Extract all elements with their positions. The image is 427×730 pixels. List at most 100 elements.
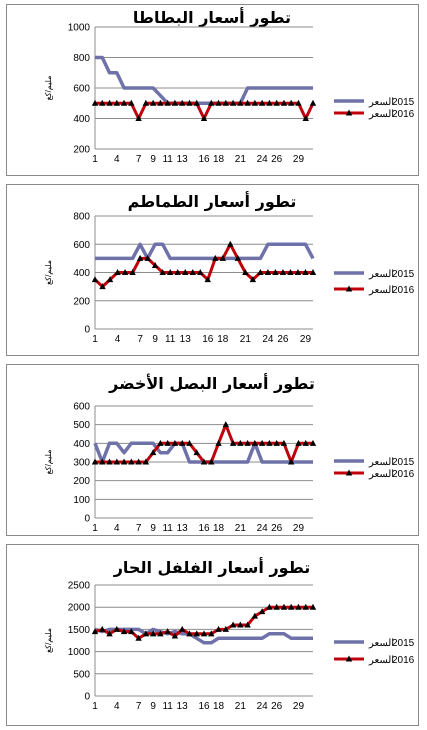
data-point-2016	[309, 99, 317, 106]
x-tick-label: 11	[162, 523, 173, 534]
y-tick-label: 600	[73, 402, 90, 413]
data-point-2016	[242, 269, 249, 275]
chart-svg-green-onion: تطور أسعار البصل الأخضر 0 100 200 300 400 500 6…	[44, 373, 415, 534]
legend-label-year: 2016	[392, 109, 415, 120]
data-point-2016	[229, 621, 237, 628]
data-point-2016	[222, 625, 229, 632]
y-axis-label: مليم/كغ	[44, 76, 53, 101]
data-point-2016	[120, 99, 128, 106]
data-point-2016	[120, 628, 128, 635]
data-point-2016	[91, 99, 99, 106]
y-tick-label: 1000	[68, 647, 91, 658]
x-tick-label: 7	[136, 701, 142, 712]
chart-title: تطور أسعار الطماطم	[128, 191, 297, 211]
data-point-2016	[149, 630, 157, 637]
data-point-2016	[200, 115, 208, 121]
x-tick-label: 26	[277, 334, 289, 345]
data-point-2016	[279, 269, 287, 275]
data-point-2016	[287, 269, 294, 275]
y-axis-label: مليم/كغ	[44, 260, 53, 285]
data-point-2016	[302, 115, 309, 121]
data-point-2016	[212, 254, 219, 261]
data-point-2016	[302, 439, 309, 446]
x-tick-label: 11	[165, 334, 176, 345]
data-point-2016	[113, 458, 120, 465]
data-point-2016	[142, 458, 150, 465]
data-point-2016	[91, 276, 99, 283]
data-point-2016	[164, 439, 171, 446]
chart-panel-potato: تطور أسعار البطاطا 200 400 600 800 1000 مليم/ك…	[6, 4, 419, 176]
x-tick-label: 26	[271, 523, 283, 534]
data-point-2016	[164, 99, 171, 106]
x-tick-label: 16	[198, 701, 210, 712]
data-point-2016	[128, 628, 135, 635]
data-point-2016	[193, 630, 200, 637]
data-point-2016	[229, 99, 237, 106]
legend-label-year: 2016	[392, 469, 415, 480]
legend-marker-2016	[345, 285, 353, 292]
y-tick-label: 200	[73, 296, 90, 307]
x-tick-label: 9	[150, 701, 156, 712]
data-point-2016	[151, 261, 159, 268]
data-point-2016	[237, 621, 244, 628]
y-tick-label: 600	[73, 240, 90, 251]
y-tick-label: 800	[73, 212, 90, 223]
data-point-2016	[215, 99, 222, 106]
data-point-2016	[280, 603, 288, 610]
x-tick-label: 21	[235, 523, 247, 534]
x-tick-label: 21	[235, 701, 247, 712]
data-point-2016	[215, 439, 222, 446]
y-tick-label: 500	[73, 669, 90, 680]
legend-label-text: السعر	[368, 269, 394, 280]
data-point-2016	[208, 630, 215, 637]
y-tick-label: 400	[73, 439, 90, 450]
data-point-2016	[309, 439, 317, 446]
legend-label-text: السعر	[368, 97, 394, 108]
x-tick-label: 29	[293, 701, 305, 712]
data-point-2016	[288, 458, 295, 465]
data-point-2016	[91, 458, 99, 465]
data-point-2016	[189, 269, 196, 275]
data-point-2016	[166, 269, 174, 275]
data-point-2016	[200, 458, 208, 465]
data-point-2016	[222, 421, 229, 428]
data-point-2016	[186, 439, 193, 446]
x-tick-label: 1	[92, 334, 98, 345]
data-point-2016	[114, 269, 121, 275]
data-point-2016	[309, 603, 317, 610]
y-tick-label: 1500	[68, 625, 91, 636]
chart-panel-hot-pepper: تطور أسعار الفلفل الحار 0 500 1000 1500 2000 2…	[6, 544, 419, 726]
data-point-2016	[251, 99, 259, 106]
series-line-2015	[95, 242, 315, 261]
y-tick-label: 2500	[68, 581, 91, 592]
data-point-2016	[244, 621, 251, 628]
data-point-2016	[197, 269, 204, 275]
y-tick-label: 0	[84, 514, 90, 525]
data-point-2016	[128, 99, 135, 106]
x-tick-label: 13	[177, 701, 189, 712]
data-point-2016	[237, 99, 244, 106]
data-point-2016	[99, 625, 106, 632]
data-point-2016	[264, 269, 272, 275]
data-point-2016	[227, 240, 234, 247]
data-point-2016	[309, 269, 317, 275]
data-point-2016	[164, 628, 171, 635]
chart-panel-green-onion: تطور أسعار البصل الأخضر 0 100 200 300 400 500 6…	[6, 364, 419, 536]
x-tick-label: 4	[114, 701, 120, 712]
data-point-2016	[193, 99, 200, 106]
x-tick-label: 13	[180, 334, 192, 345]
y-tick-label: 500	[73, 420, 90, 431]
data-point-2016	[179, 99, 186, 106]
data-point-2016	[129, 269, 136, 275]
data-point-2016	[149, 99, 157, 106]
data-point-2016	[157, 630, 164, 637]
x-tick-label: 24	[257, 154, 269, 165]
data-point-2016	[251, 612, 259, 619]
data-point-2016	[273, 603, 280, 610]
data-point-2016	[234, 254, 242, 261]
data-point-2016	[295, 99, 302, 106]
data-point-2016	[249, 276, 257, 283]
data-point-2016	[193, 449, 200, 456]
data-point-2016	[244, 439, 251, 446]
chart-svg-hot-pepper: تطور أسعار الفلفل الحار 0 500 1000 1500 2000 2…	[44, 557, 415, 712]
